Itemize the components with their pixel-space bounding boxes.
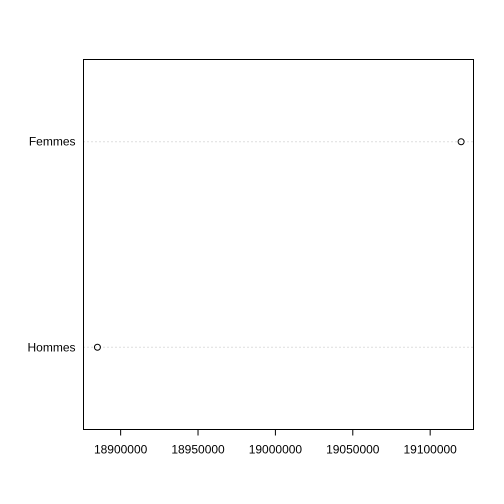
x-tick-label: 19100000 [403,443,457,457]
y-axis-labels: Hommes Femmes [27,135,75,355]
data-point-femmes [457,138,465,146]
x-axis: 18900000 18950000 19000000 19050000 19100000 [94,429,457,457]
x-tick-label: 19050000 [326,443,380,457]
x-tick-label: 18900000 [94,443,148,457]
plot-frame [83,59,474,430]
y-label-hommes: Hommes [27,340,75,354]
data-point-hommes [93,343,101,351]
x-tick-label: 18950000 [171,443,225,457]
data-points [93,138,465,351]
x-tick-label: 19000000 [249,443,303,457]
y-label-femmes: Femmes [29,135,76,149]
guide-lines [83,141,474,348]
